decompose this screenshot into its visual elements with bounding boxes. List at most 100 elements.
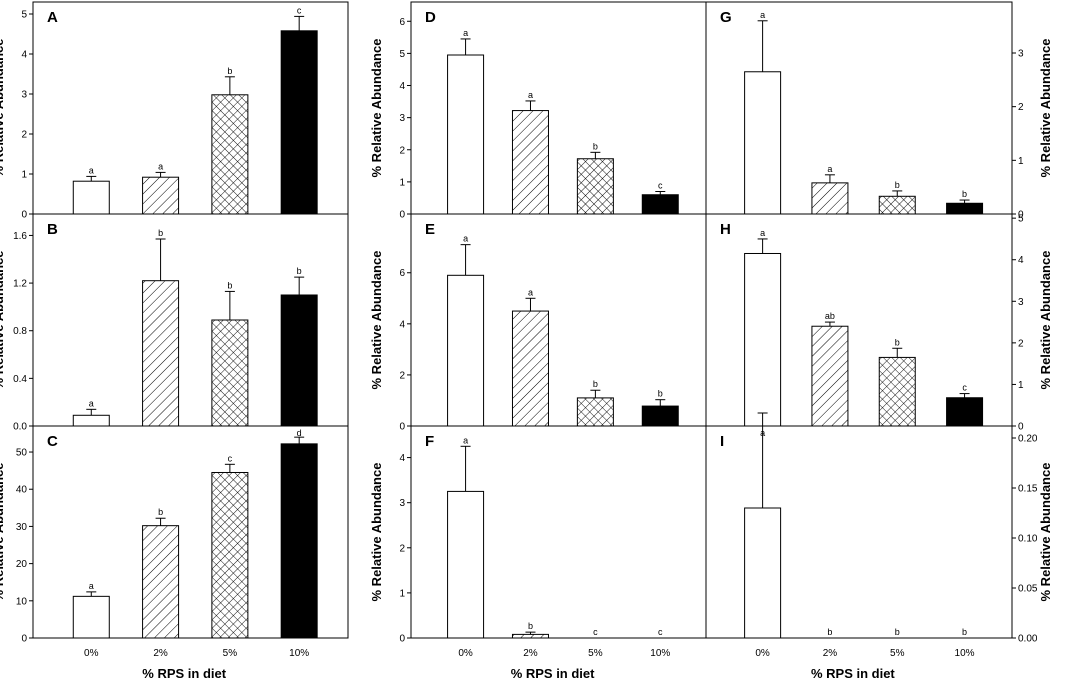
bar-c-1 <box>72 595 110 639</box>
y-axis-label: % Relative Abundance <box>1038 251 1053 390</box>
y-tick-label: 0.05 <box>1018 584 1038 595</box>
y-axis-label: % Relative Abundance <box>0 463 6 602</box>
significance-letter: a <box>760 428 765 438</box>
significance-letter: b <box>227 66 232 76</box>
bar-c-4 <box>280 443 318 639</box>
significance-letter: a <box>760 10 765 20</box>
significance-letter: b <box>593 379 598 389</box>
panel-letter: B <box>47 221 58 238</box>
y-tick-label: 0.0 <box>13 422 27 433</box>
y-tick-label: 1.2 <box>13 279 27 290</box>
x-category-label: 0% <box>458 648 473 659</box>
y-axis-label: % Relative Abundance <box>369 251 384 390</box>
panel-g: 0 1 2 3 % Relative Abundance G a a b b <box>705 1 1053 221</box>
y-tick-label: 2 <box>21 130 27 141</box>
y-tick-label: 3 <box>399 113 405 124</box>
panel-letter: E <box>425 221 435 238</box>
significance-letter: b <box>827 627 832 637</box>
panel-frame <box>705 425 1013 639</box>
y-tick-label: 3 <box>1018 297 1024 308</box>
x-category-label: 10% <box>289 648 309 659</box>
significance-letter: b <box>593 141 598 151</box>
bar-b-1 <box>72 414 110 427</box>
significance-letter: a <box>89 581 94 591</box>
y-axis-label: % Relative Abundance <box>369 39 384 178</box>
panel-e: 0 2 4 6 % Relative Abundance Ea a b b <box>369 213 707 433</box>
y-tick-label: 0.15 <box>1018 484 1038 495</box>
bar-a-2 <box>142 176 180 215</box>
panel-letter: F <box>425 433 434 450</box>
significance-letter: b <box>528 621 533 631</box>
bar-a-3 <box>211 94 249 215</box>
significance-letter: a <box>463 435 468 445</box>
y-tick-label: 0 <box>399 422 405 433</box>
significance-letter: b <box>895 627 900 637</box>
y-tick-label: 5 <box>21 10 27 21</box>
bar-d-1 <box>447 54 485 215</box>
significance-letter: b <box>895 337 900 347</box>
bar-b-3 <box>211 319 249 427</box>
y-tick-label: 3 <box>1018 48 1024 59</box>
y-tick-label: 2 <box>399 543 405 554</box>
bar-i-1 <box>744 507 782 639</box>
bar-h-1 <box>744 252 782 427</box>
y-tick-label: 1 <box>21 170 27 181</box>
y-tick-label: 1 <box>399 588 405 599</box>
x-axis-label: % RPS in diet <box>511 666 595 681</box>
bar-g-2 <box>811 182 849 215</box>
y-tick-label: 0 <box>21 210 27 221</box>
y-tick-label: 6 <box>399 17 405 28</box>
y-tick-label: 0.00 <box>1018 634 1038 645</box>
y-tick-label: 20 <box>16 559 28 570</box>
y-tick-label: 0.20 <box>1018 434 1038 445</box>
panel-f: 0 1 2 3 4 % Relative Abundance F a b c c 0% 2% 5% 10%%… <box>369 425 707 681</box>
significance-letter: b <box>962 627 967 637</box>
bar-d-4 <box>641 194 679 215</box>
bar-d-3 <box>576 158 614 215</box>
x-axis-label: % RPS in diet <box>142 666 226 681</box>
y-axis-label: % Relative Abundance <box>1038 39 1053 178</box>
x-category-label: 2% <box>153 648 168 659</box>
panel-letter: G <box>720 9 732 26</box>
y-tick-label: 5 <box>1018 214 1024 225</box>
panel-letter: H <box>720 221 731 238</box>
y-tick-label: 0 <box>1018 210 1024 221</box>
y-tick-label: 1 <box>1018 380 1024 391</box>
panel-c: 0 10 20 30 40 50 % Relative Abundance Ca b c d 0% 2%… <box>0 425 349 681</box>
y-tick-label: 50 <box>16 448 28 459</box>
x-category-label: 5% <box>223 648 238 659</box>
significance-letter: c <box>593 627 598 637</box>
significance-letter: c <box>228 453 233 463</box>
y-tick-label: 2 <box>399 145 405 156</box>
y-axis-label: % Relative Abundance <box>0 251 6 390</box>
y-tick-label: 10 <box>16 596 28 607</box>
significance-letter: a <box>463 234 468 244</box>
y-tick-label: 4 <box>1018 255 1024 266</box>
bar-c-2 <box>142 525 180 639</box>
y-tick-label: 30 <box>16 522 28 533</box>
y-tick-label: 5 <box>399 49 405 60</box>
significance-letter: b <box>227 280 232 290</box>
bar-f-1 <box>447 490 485 639</box>
y-axis-label: % Relative Abundance <box>1038 463 1053 602</box>
significance-letter: a <box>89 398 94 408</box>
bar-e-3 <box>576 397 614 427</box>
bar-e-2 <box>511 310 549 427</box>
y-tick-label: 0 <box>399 634 405 645</box>
significance-letter: b <box>658 389 663 399</box>
bar-e-1 <box>447 274 485 427</box>
significance-letter: a <box>528 287 533 297</box>
y-tick-label: 4 <box>399 81 405 92</box>
bar-h-2 <box>811 325 849 427</box>
bar-b-2 <box>142 280 180 427</box>
panel-d: 0 1 2 3 4 5 6 % Relative Abundance Da a b c <box>369 1 707 221</box>
y-axis-label: % Relative Abundance <box>0 39 6 178</box>
y-tick-label: 0.8 <box>13 326 27 337</box>
x-category-label: 2% <box>523 648 538 659</box>
bar-g-1 <box>744 71 782 215</box>
panel-letter: C <box>47 433 58 450</box>
x-category-label: 0% <box>755 648 770 659</box>
y-tick-label: 0.4 <box>13 374 27 385</box>
significance-letter: c <box>297 5 302 15</box>
